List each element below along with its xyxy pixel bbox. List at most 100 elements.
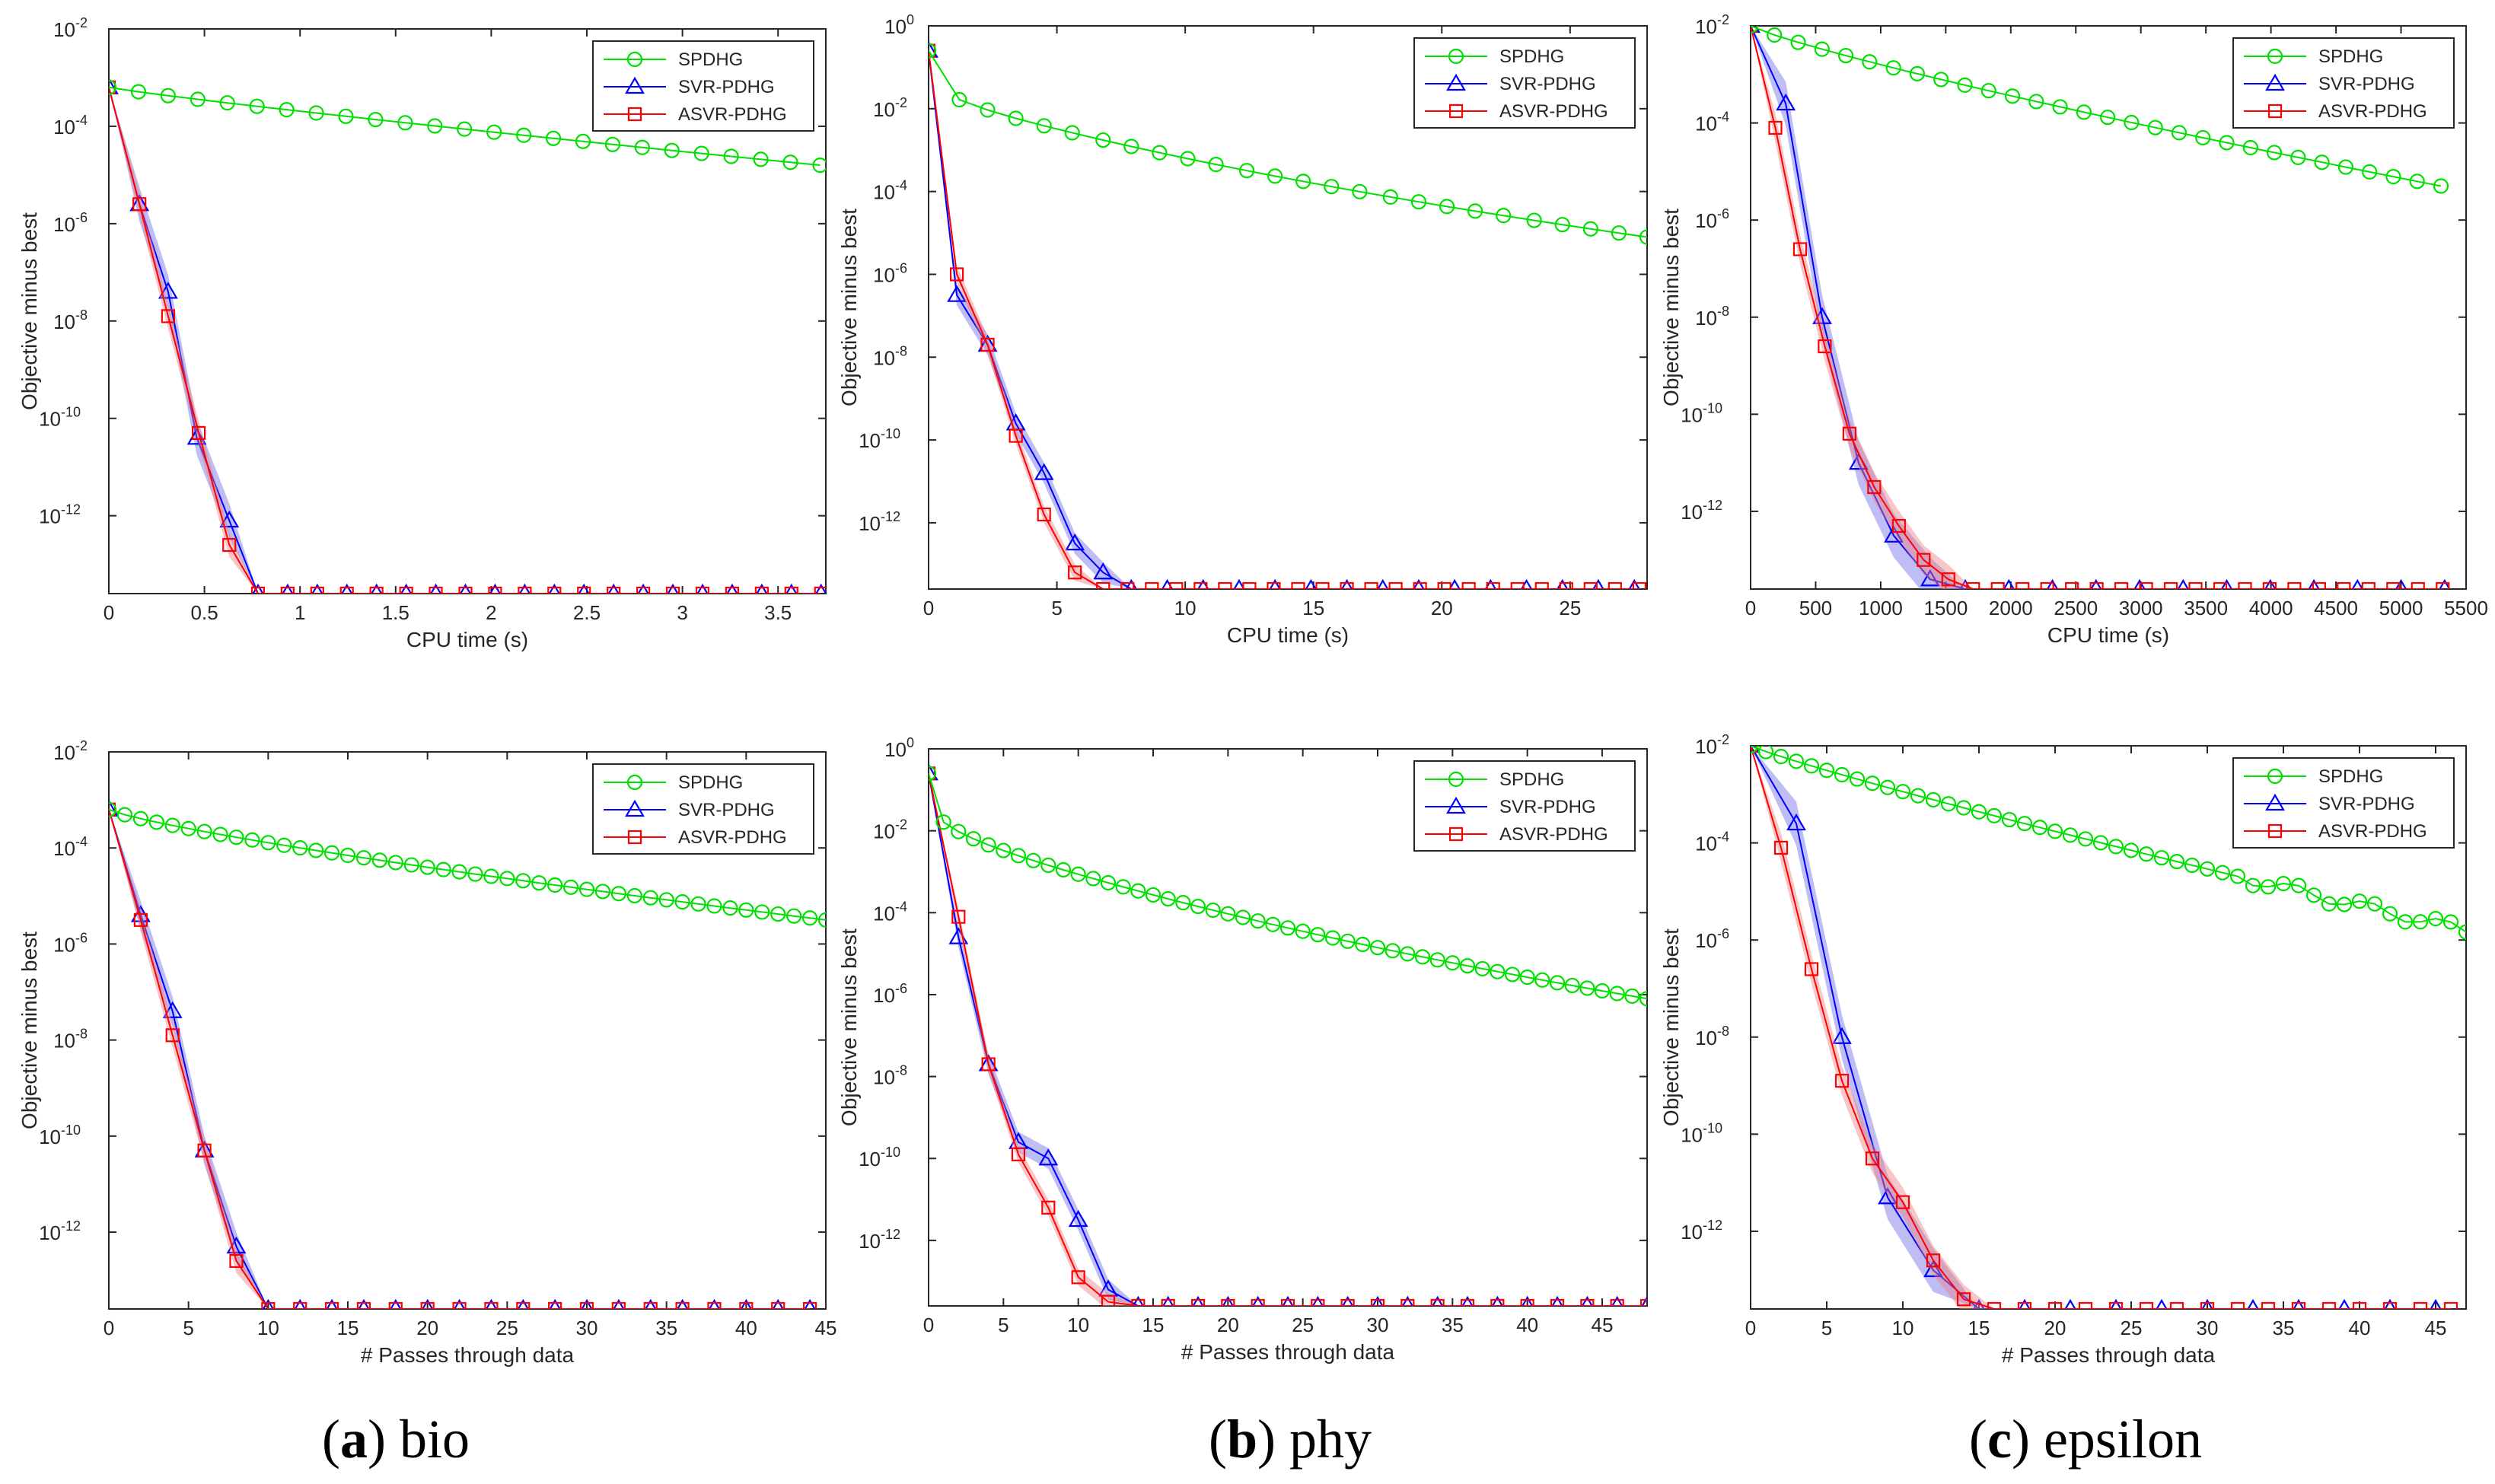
data-point — [219, 510, 240, 528]
data-point — [1279, 920, 1296, 936]
legend: SPDHG SVR-PDHG ASVR-PDHG — [1413, 760, 1636, 852]
x-tick-label: 1 — [295, 601, 305, 624]
data-point — [579, 1301, 594, 1309]
data-point — [197, 1143, 212, 1158]
data-point — [517, 1298, 529, 1309]
x-tick-label: 3.5 — [764, 601, 792, 624]
series-spdhg — [109, 79, 826, 174]
data-point — [2019, 1298, 2031, 1309]
y-axis-label: Objective minus best — [18, 931, 41, 1129]
data-point — [1885, 60, 1901, 76]
data-point — [2308, 578, 2320, 589]
data-point — [1070, 866, 1086, 882]
data-point — [802, 1301, 817, 1309]
data-point — [2017, 1301, 2032, 1309]
data-point — [109, 799, 119, 817]
data-point — [1579, 980, 1595, 996]
data-point — [1340, 933, 1356, 949]
data-point — [1884, 525, 1904, 543]
data-point — [292, 840, 308, 856]
data-point — [708, 1298, 721, 1309]
data-point — [1041, 1200, 1056, 1215]
x-tick-label: 25 — [496, 1317, 518, 1339]
data-point — [2436, 581, 2450, 589]
x-axis-label: # Passes through data — [361, 1343, 575, 1367]
data-point — [2139, 1301, 2154, 1309]
x-tick-label: 3000 — [2119, 597, 2163, 619]
data-point — [2290, 149, 2306, 165]
data-point — [610, 886, 626, 902]
data-point — [161, 309, 175, 323]
data-point — [1632, 581, 1646, 589]
plot-content — [929, 40, 1647, 589]
data-point — [1008, 110, 1024, 126]
data-point — [1120, 581, 1135, 589]
data-point — [949, 267, 964, 282]
data-point — [578, 583, 590, 594]
data-point — [785, 583, 798, 594]
legend: SPDHG SVR-PDHG ASVR-PDHG — [592, 40, 814, 132]
data-point — [2412, 914, 2429, 930]
data-point — [1295, 174, 1311, 189]
data-point — [485, 1298, 498, 1309]
data-point — [1252, 1295, 1264, 1306]
data-point — [645, 1298, 657, 1309]
data-point — [815, 583, 826, 594]
data-point — [162, 1001, 183, 1018]
data-point — [282, 583, 294, 594]
data-point — [1842, 426, 1856, 441]
legend-marker — [1448, 103, 1464, 119]
data-point — [996, 842, 1012, 858]
series-spdhg — [109, 801, 826, 928]
series-line — [1751, 26, 2443, 589]
legend-label: SPDHG — [678, 772, 743, 793]
series-line — [1751, 746, 2451, 1309]
x-tick-label: 10 — [257, 1317, 279, 1339]
caption-c: (c) epsilon — [1969, 1409, 2202, 1470]
legend-marker — [2265, 73, 2285, 91]
series-asvr-pdhg — [929, 43, 1646, 589]
series-asvr-pdhg — [109, 802, 817, 1309]
data-point — [634, 139, 650, 155]
data-point — [279, 102, 295, 118]
data-point — [1352, 183, 1368, 199]
data-point — [276, 837, 292, 853]
y-tick-label: 10-6 — [53, 210, 88, 236]
y-tick-label: 100 — [884, 12, 914, 38]
data-point — [1474, 960, 1490, 977]
data-point — [2108, 839, 2124, 855]
data-point — [929, 763, 938, 781]
y-tick-label: 10-8 — [1695, 304, 1729, 330]
data-point — [1790, 34, 1806, 50]
data-point — [2028, 94, 2044, 110]
data-point — [1461, 581, 1476, 589]
y-tick-label: 10-8 — [53, 307, 88, 333]
data-point — [739, 1301, 754, 1309]
data-point — [399, 586, 413, 594]
y-tick-label: 10-10 — [859, 426, 900, 452]
data-point — [2168, 853, 2185, 870]
data-point — [419, 859, 435, 875]
data-point — [980, 837, 996, 853]
x-tick-label: 5500 — [2444, 597, 2488, 619]
data-point — [607, 586, 621, 594]
data-point — [1549, 975, 1566, 991]
data-point — [1611, 1295, 1624, 1306]
x-tick-label: 20 — [2044, 1317, 2066, 1339]
data-point — [696, 583, 709, 594]
data-point — [545, 130, 562, 146]
y-tick-label: 10-10 — [859, 1145, 900, 1170]
variance-band — [1751, 746, 1979, 1309]
data-point — [1814, 41, 1830, 57]
data-point — [1865, 1151, 1880, 1166]
x-tick-label: 3500 — [2184, 597, 2228, 619]
data-point — [1291, 581, 1305, 589]
data-point — [2092, 835, 2109, 851]
data-point — [387, 855, 403, 871]
data-point — [1773, 749, 1789, 765]
data-point — [1580, 1298, 1595, 1306]
data-point — [308, 105, 324, 121]
legend-label: SPDHG — [1499, 769, 1564, 790]
x-tick-label: 15 — [1302, 597, 1324, 619]
data-point — [1238, 163, 1255, 179]
